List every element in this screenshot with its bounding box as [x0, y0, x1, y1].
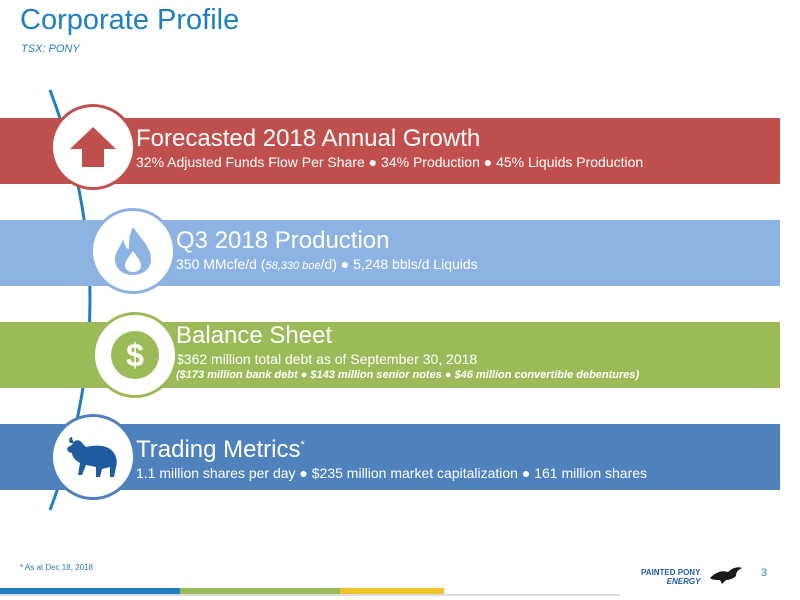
page-subtitle: TSX: PONY — [21, 43, 80, 55]
band-growth-title: Forecasted 2018 Annual Growth — [136, 125, 481, 152]
band-growth-line: 32% Adjusted Funds Flow Per Share ● 34% … — [136, 154, 644, 170]
trading-circle — [50, 414, 136, 500]
company-logo: PAINTED PONY ENERGY — [641, 568, 700, 586]
band-balance-line: $362 million total debt as of September … — [176, 351, 478, 367]
band-production-line: 350 MMcfe/d (58,330 boe/d) ● 5,248 bbls/… — [176, 255, 780, 275]
production-line-part-a: 350 MMcfe/d ( — [176, 256, 266, 272]
page-number: 3 — [761, 567, 768, 579]
band-trading-title: Trading Metrics* — [136, 431, 780, 464]
footer-stripe — [0, 588, 800, 600]
logo-line1: PAINTED PONY — [641, 568, 701, 577]
band-trading-line: 1.1 million shares per day ● $235 millio… — [136, 465, 648, 481]
svg-text:$: $ — [126, 337, 144, 373]
band-balance-detail: ($173 million bank debt ● $143 million s… — [176, 369, 640, 381]
band-balance-title: Balance Sheet — [176, 322, 333, 349]
up-arrow-icon — [70, 127, 116, 167]
page-title: Corporate Profile — [20, 4, 240, 36]
trading-title-asterisk: * — [300, 439, 305, 451]
flame-icon — [115, 227, 151, 275]
band-production-title: Q3 2018 Production — [176, 227, 390, 254]
bull-icon — [67, 437, 117, 477]
growth-circle — [50, 104, 136, 190]
balance-circle: $ — [92, 312, 178, 398]
dollar-icon: $ — [111, 331, 159, 379]
production-circle — [90, 208, 176, 294]
logo-line2: ENERGY — [666, 577, 701, 586]
pony-logo-icon — [710, 567, 742, 584]
production-boe: 58,330 boe — [265, 260, 321, 272]
trading-title-text: Trading Metrics — [136, 436, 301, 463]
footnote: * As at Dec 18, 2018 — [20, 563, 93, 572]
production-line-part-c: /d) ● 5,248 bbls/d Liquids — [320, 256, 478, 272]
